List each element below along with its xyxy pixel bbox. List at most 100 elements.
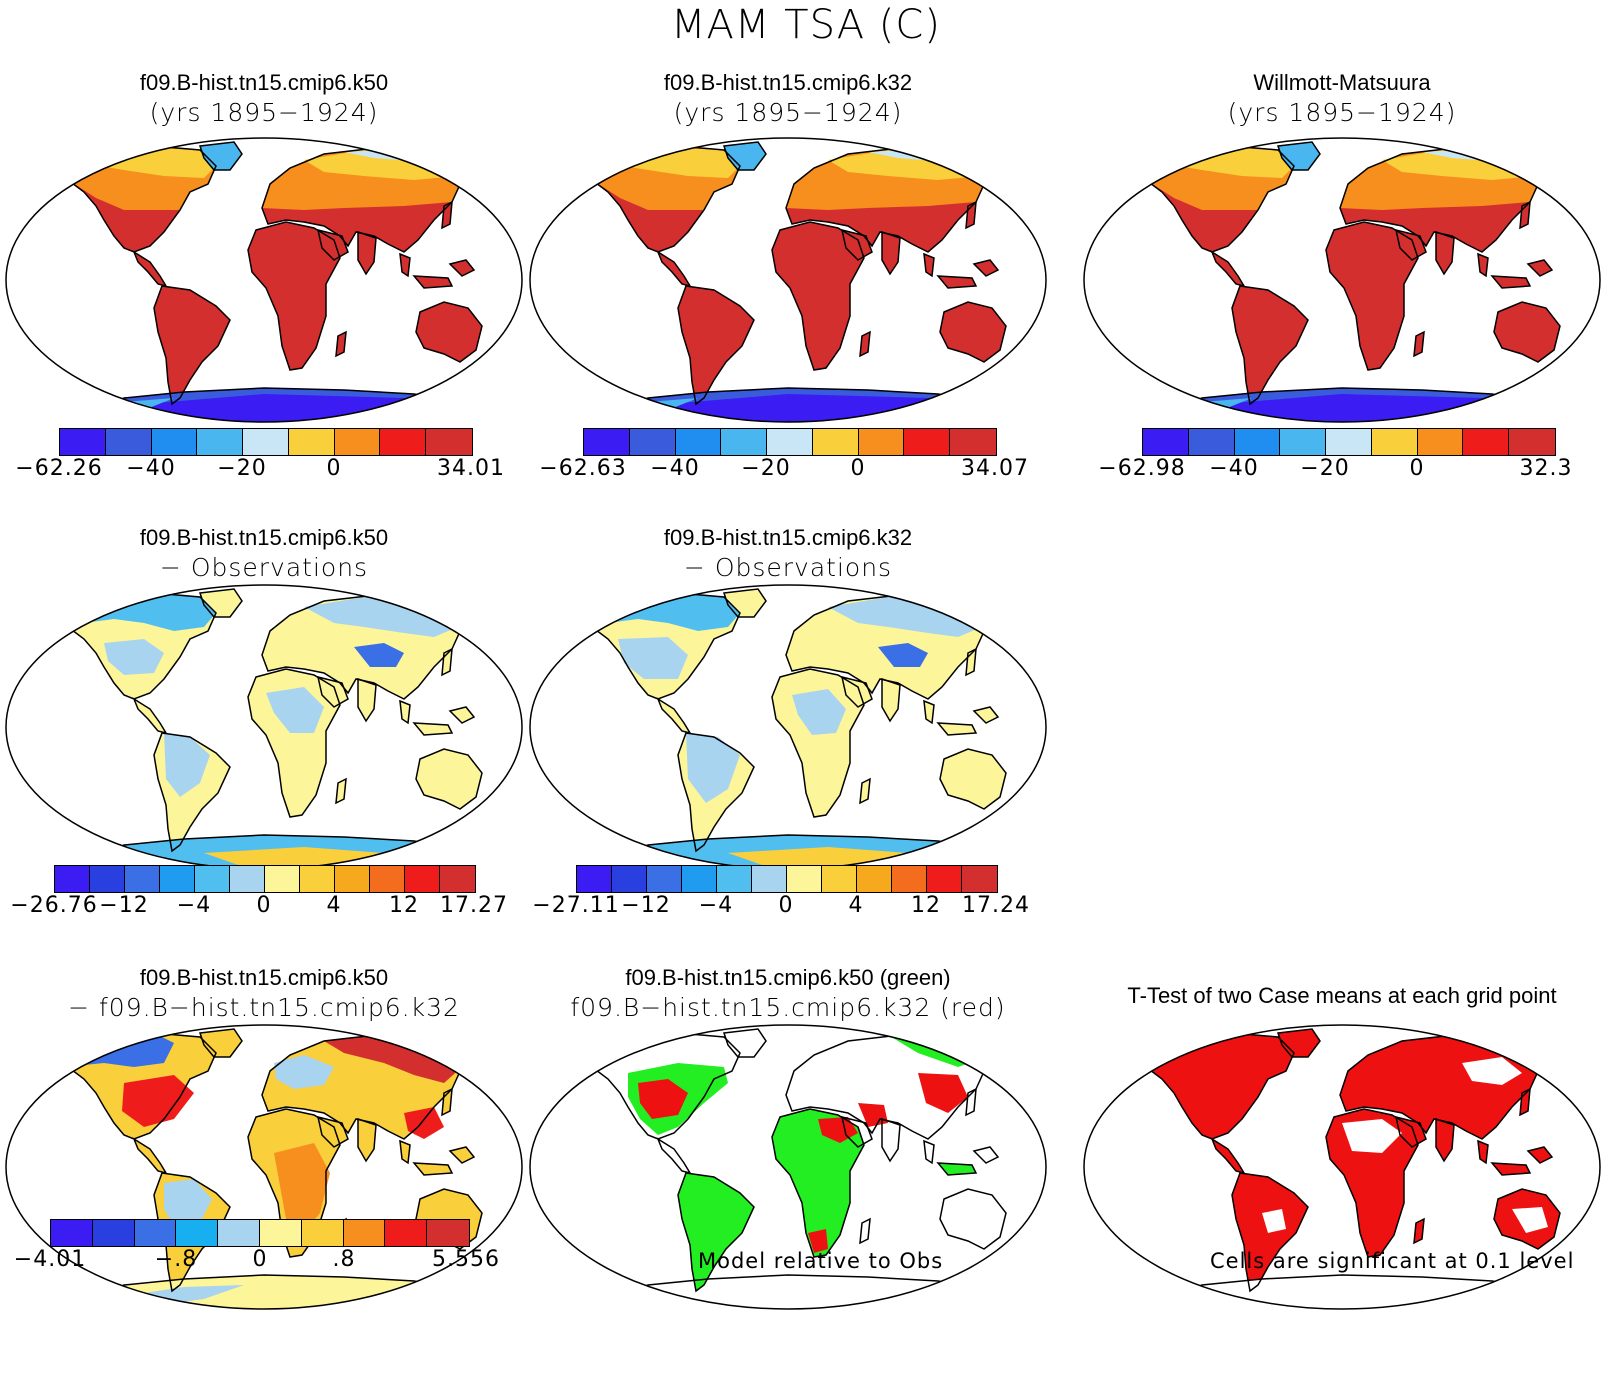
colorbar-swatch — [1234, 429, 1281, 455]
colorbar-swatches — [583, 428, 997, 456]
colorbar-label: 34.01 — [437, 456, 505, 481]
colorbar-label: 0 — [326, 456, 342, 481]
colorbar-swatch — [1463, 429, 1510, 455]
colorbar-swatch — [404, 866, 440, 892]
colorbar-label: −62.26 — [15, 456, 103, 481]
panel-title: f09.B-hist.tn15.cmip6.k50 — [139, 525, 389, 550]
colorbar-swatch — [812, 429, 859, 455]
colorbar-swatch — [51, 1220, 93, 1246]
colorbar-swatch — [716, 866, 752, 892]
colorbar-swatch — [584, 429, 630, 455]
colorbar-label: −26.76 — [10, 893, 98, 918]
figure-title: MAM TSA (C) — [671, 2, 941, 48]
colorbar-label: −62.63 — [539, 456, 627, 481]
case-difference-map — [5, 1024, 523, 1310]
colorbar-swatch — [786, 866, 822, 892]
panel-subtitle: (yrs 1895−1924) — [149, 98, 379, 127]
colorbar-swatches — [54, 865, 476, 893]
colorbar-label: 17.27 — [440, 893, 508, 918]
climatology-map — [529, 137, 1047, 423]
colorbar-swatch — [427, 1220, 469, 1246]
colorbar-label: −4 — [176, 893, 212, 918]
colorbar-swatch — [1280, 429, 1327, 455]
colorbar-label: 0 — [256, 893, 272, 918]
colorbar-swatch — [385, 1220, 428, 1246]
colorbar-label: 0 — [778, 893, 794, 918]
colorbar-swatch — [767, 429, 813, 455]
colorbar-label: 12 — [911, 893, 941, 918]
panel-subtitle: f09.B−hist.tn15.cmip6.k32 (red) — [570, 993, 1006, 1022]
colorbar-label: 12 — [389, 893, 419, 918]
colorbar-swatch — [821, 866, 857, 892]
colorbar-label: −.8 — [154, 1247, 198, 1272]
colorbar-label: 4 — [326, 893, 342, 918]
colorbar-label: −27.11 — [532, 893, 620, 918]
colorbar-swatches — [1142, 428, 1556, 456]
colorbar-swatch — [926, 866, 962, 892]
colorbar-swatches — [59, 428, 473, 456]
panel-subtitle: − Observations — [683, 553, 893, 582]
colorbar-swatch — [1417, 429, 1464, 455]
colorbar-swatch — [229, 866, 265, 892]
colorbar-label: 5.556 — [432, 1247, 500, 1272]
colorbar-label: −12 — [621, 893, 671, 918]
colorbar-swatch — [105, 429, 152, 455]
colorbar-label: 32.3 — [1519, 456, 1573, 481]
colorbar-swatch — [159, 866, 195, 892]
colorbar-swatch — [1188, 429, 1235, 455]
panel-title: f09.B-hist.tn15.cmip6.k50 — [139, 965, 389, 990]
colorbar-label: −20 — [217, 456, 267, 481]
colorbar-label: −40 — [650, 456, 700, 481]
colorbar-label: 17.24 — [962, 893, 1030, 918]
colorbar-swatch — [1143, 429, 1189, 455]
colorbar-swatch — [176, 1220, 219, 1246]
colorbar-swatch — [55, 866, 90, 892]
colorbar-swatch — [751, 866, 787, 892]
climatology-map — [1083, 137, 1601, 423]
colorbar-swatch — [675, 429, 722, 455]
panel-subtitle: − Observations — [159, 553, 369, 582]
colorbar-label: 0 — [1409, 456, 1425, 481]
colorbar-swatch — [89, 866, 125, 892]
colorbar-swatch — [288, 429, 335, 455]
colorbar-swatches — [576, 865, 998, 893]
colorbar-swatch — [151, 429, 198, 455]
panel-title: T-Test of two Case means at each grid po… — [1127, 983, 1557, 1008]
difference-map — [5, 584, 523, 870]
colorbar-swatch — [439, 866, 475, 892]
panel-title: f09.B-hist.tn15.cmip6.k32 — [663, 525, 913, 550]
colorbar-swatch — [1371, 429, 1418, 455]
colorbar-swatch — [301, 1220, 344, 1246]
colorbar-swatch — [611, 866, 647, 892]
significance-note: Cells are significant at 0.1 level — [1210, 1249, 1575, 1273]
colorbar-swatch — [577, 866, 612, 892]
relative-to-obs-map — [529, 1024, 1047, 1310]
colorbar-swatch — [334, 866, 370, 892]
colorbar-label: −20 — [741, 456, 791, 481]
panel-title: f09.B-hist.tn15.cmip6.k50 — [139, 70, 389, 95]
colorbar-label: 0 — [252, 1247, 268, 1272]
model-relative-note: Model relative to Obs — [698, 1249, 944, 1273]
colorbar-swatch — [264, 866, 300, 892]
colorbar-swatch — [243, 429, 289, 455]
panel-subtitle: (yrs 1895−1924) — [673, 98, 903, 127]
colorbar-swatch — [194, 866, 230, 892]
panel-title: f09.B-hist.tn15.cmip6.k50 (green) — [625, 965, 951, 990]
colorbar-swatch — [197, 429, 244, 455]
colorbar-label: −20 — [1300, 456, 1350, 481]
colorbar-swatch — [629, 429, 676, 455]
colorbar-swatch — [646, 866, 682, 892]
colorbar-swatch — [92, 1220, 135, 1246]
colorbar-label: 4 — [848, 893, 864, 918]
t-test-map — [1083, 1024, 1601, 1310]
colorbar-swatch — [134, 1220, 177, 1246]
colorbar-swatch — [369, 866, 405, 892]
colorbar-swatches — [50, 1219, 470, 1247]
colorbar-label: −40 — [126, 456, 176, 481]
colorbar-swatch — [858, 429, 905, 455]
colorbar-swatch — [1326, 429, 1372, 455]
colorbar-swatch — [681, 866, 717, 892]
panel-title: Willmott-Matsuura — [1253, 70, 1431, 95]
colorbar-swatch — [856, 866, 892, 892]
colorbar-swatch — [299, 866, 335, 892]
